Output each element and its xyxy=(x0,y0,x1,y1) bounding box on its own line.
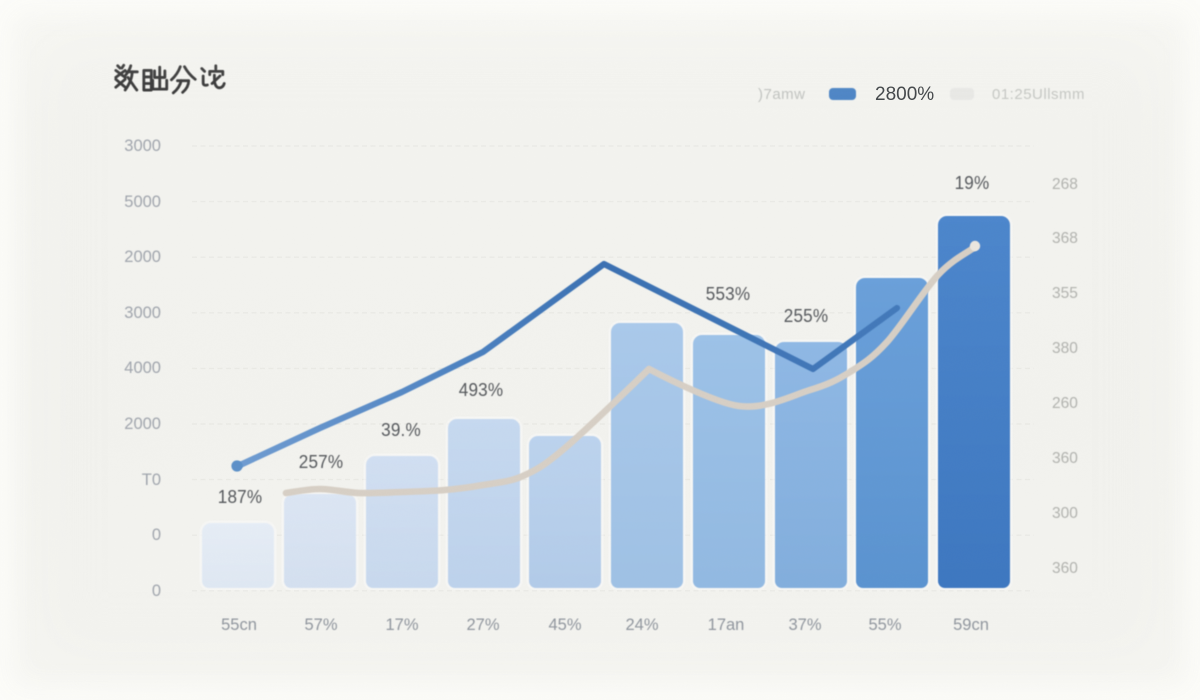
bar-10 xyxy=(937,216,1011,588)
gray-line-end-dot xyxy=(969,240,981,252)
legend-swatch-3 xyxy=(950,88,974,100)
legend-label-2: 2800% xyxy=(875,83,935,105)
left-axis-label: 2000 xyxy=(124,415,161,433)
x-axis-label: 24% xyxy=(625,616,659,634)
bar-value-label: 257% xyxy=(298,452,344,472)
bar-value-label: 493% xyxy=(458,380,504,400)
blue-line-series xyxy=(234,260,901,470)
bar-5 xyxy=(528,435,602,588)
right-axis-label: 368 xyxy=(1052,230,1078,248)
bar-7 xyxy=(692,335,766,588)
x-axis-label: 45% xyxy=(548,616,582,634)
left-axis-label: T0 xyxy=(141,470,161,489)
bar-value-label: 553% xyxy=(705,284,751,304)
x-axis-label: 59cn xyxy=(953,616,989,634)
x-axis-label: 17% xyxy=(385,616,419,634)
legend-label-1: )7amw xyxy=(758,86,806,103)
right-axis-label: 360 xyxy=(1052,559,1078,577)
chart-title xyxy=(114,63,226,95)
bar-2 xyxy=(283,494,357,588)
bar-value-label: 39.% xyxy=(381,420,421,440)
left-axis-label: 2000 xyxy=(124,248,161,267)
left-axis-label: 5000 xyxy=(124,192,161,211)
x-axis-label: 17an xyxy=(707,616,745,634)
gray-line-series xyxy=(282,243,979,497)
blue-line-start-dot xyxy=(231,460,243,472)
right-axis-label: 300 xyxy=(1052,504,1078,522)
bar-value-label: 255% xyxy=(783,306,829,326)
right-axis-label: 380 xyxy=(1052,340,1078,358)
x-axis-label: 37% xyxy=(788,616,822,634)
left-axis-label: 4000 xyxy=(124,359,161,378)
x-axis-label: 55% xyxy=(868,616,902,634)
x-axis-label: 55cn xyxy=(221,616,257,634)
bar-3 xyxy=(365,456,439,588)
x-axis-label: 27% xyxy=(466,616,500,634)
right-axis-label: 360 xyxy=(1052,450,1078,467)
left-axis-label: 3000 xyxy=(124,137,161,155)
left-axis-label: 3000 xyxy=(124,303,161,322)
left-axis-label: 0 xyxy=(151,526,161,545)
bar-1 xyxy=(201,523,275,588)
right-axis-label: 260 xyxy=(1052,395,1078,413)
bar-4 xyxy=(447,419,521,588)
legend-swatch-2 xyxy=(829,88,856,100)
legend-label-3: 01:25Ullsmm xyxy=(992,86,1086,103)
x-axis-label: 57% xyxy=(304,616,338,634)
right-axis-label: 355 xyxy=(1052,285,1078,303)
left-axis-label: 0 xyxy=(151,581,161,600)
bar-value-label: 19% xyxy=(954,173,990,193)
right-axis-label: 268 xyxy=(1052,175,1078,193)
bar-value-label: 187% xyxy=(217,487,263,507)
